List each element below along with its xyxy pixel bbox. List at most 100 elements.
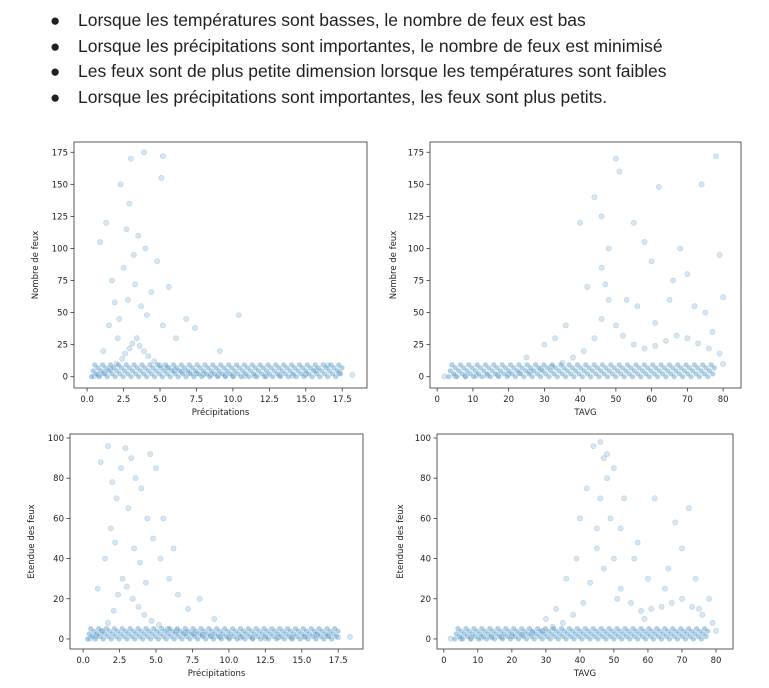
data-point	[524, 362, 530, 368]
data-point	[184, 633, 190, 639]
data-point	[301, 374, 307, 380]
data-point	[485, 631, 491, 637]
data-point	[603, 365, 609, 371]
data-point	[609, 371, 616, 377]
data-point	[660, 371, 666, 377]
data-point	[223, 633, 229, 639]
data-point	[517, 371, 524, 377]
data-point	[196, 631, 202, 637]
data-point	[584, 633, 590, 639]
data-point	[574, 362, 580, 368]
data-point	[93, 632, 100, 639]
data-point	[641, 362, 647, 368]
data-point	[141, 149, 147, 156]
y-tick-label: 125	[408, 212, 424, 222]
data-point	[696, 605, 702, 612]
data-point	[234, 636, 240, 642]
data-point	[571, 374, 577, 380]
data-point	[258, 636, 264, 642]
data-point	[240, 368, 246, 374]
data-point	[142, 579, 149, 586]
data-point	[170, 628, 176, 634]
data-point	[105, 633, 111, 639]
data-point	[273, 362, 279, 368]
x-tick-label: 40	[575, 395, 586, 405]
data-point	[136, 374, 142, 380]
data-point	[263, 368, 269, 374]
data-point	[638, 607, 644, 614]
data-point	[185, 605, 191, 612]
data-point	[173, 627, 180, 634]
data-point	[278, 633, 284, 639]
data-point	[203, 636, 209, 642]
data-point	[242, 636, 248, 642]
data-point	[582, 626, 588, 632]
data-point	[133, 335, 140, 342]
data-point	[691, 362, 697, 368]
data-point	[170, 362, 177, 368]
data-point	[623, 368, 629, 374]
data-point	[251, 371, 257, 377]
data-point	[709, 619, 716, 626]
data-point	[275, 634, 282, 641]
data-point	[281, 636, 287, 642]
data-point	[188, 631, 195, 637]
data-point	[596, 374, 602, 380]
data-point	[120, 374, 126, 380]
data-point	[541, 631, 547, 637]
data-point	[173, 631, 179, 637]
data-point	[565, 631, 571, 637]
data-point	[192, 368, 199, 374]
data-point	[280, 628, 286, 634]
data-point	[304, 362, 310, 368]
data-point	[233, 628, 239, 634]
data-point	[213, 365, 219, 371]
data-point	[135, 603, 142, 610]
data-point	[720, 294, 726, 301]
data-point	[658, 362, 664, 368]
data-point	[226, 362, 232, 368]
x-tick-label: 70	[682, 395, 693, 405]
data-point	[248, 628, 254, 634]
x-axis-label: TAVG	[573, 408, 596, 418]
data-point	[599, 362, 605, 368]
data-point	[250, 636, 256, 642]
data-point	[600, 633, 606, 639]
data-point	[185, 368, 191, 374]
data-point	[135, 626, 141, 632]
data-point	[153, 465, 159, 472]
data-point	[113, 633, 119, 639]
data-point	[247, 633, 253, 639]
data-point	[688, 374, 694, 380]
data-point	[153, 368, 159, 374]
data-point	[206, 626, 212, 632]
data-point	[698, 368, 704, 374]
data-point	[636, 631, 642, 637]
data-point	[611, 636, 617, 642]
data-point	[573, 555, 580, 562]
data-point	[277, 626, 283, 632]
data-point	[614, 595, 621, 602]
data-point	[144, 312, 150, 318]
data-point	[160, 633, 166, 639]
data-point	[634, 303, 641, 310]
data-point	[559, 359, 566, 366]
data-point	[604, 631, 611, 637]
x-tick-label: 50	[609, 656, 620, 666]
data-point	[673, 332, 680, 339]
data-point	[644, 575, 651, 582]
data-point	[473, 372, 480, 379]
data-point	[229, 365, 235, 371]
data-point	[593, 525, 600, 532]
data-point	[587, 579, 593, 586]
data-point	[297, 636, 303, 642]
data-point	[643, 371, 649, 377]
data-point	[501, 631, 507, 637]
data-point	[320, 362, 326, 368]
x-axis-label: Précipitations	[192, 407, 250, 418]
data-point	[457, 362, 463, 368]
data-point	[218, 636, 224, 642]
data-point	[506, 368, 512, 374]
data-point	[521, 374, 527, 380]
x-tick-label: 70	[677, 656, 688, 666]
